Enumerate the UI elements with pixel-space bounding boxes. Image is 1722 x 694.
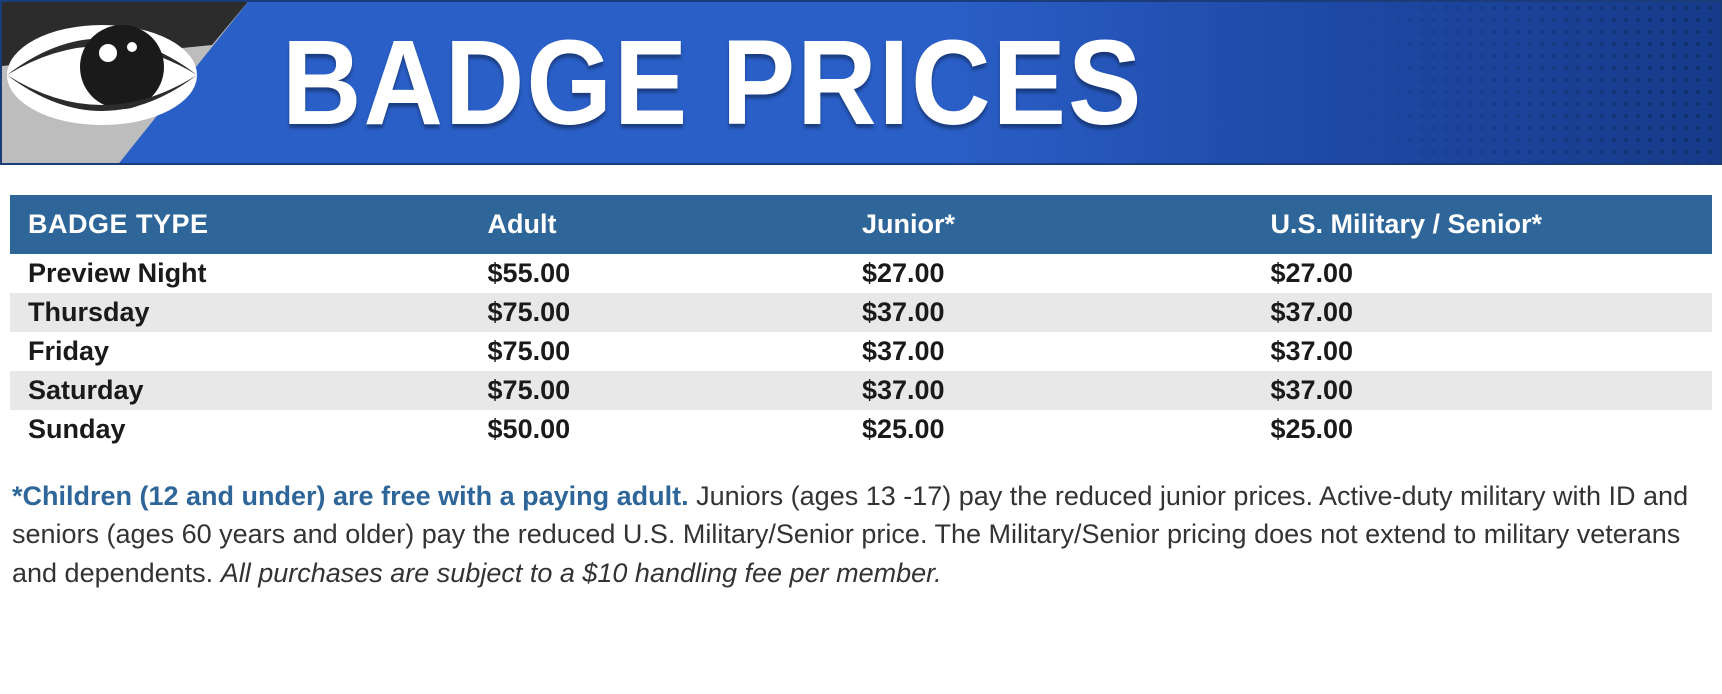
cell-military: $37.00 [1252, 293, 1712, 332]
col-header-junior: Junior* [844, 195, 1252, 254]
cell-adult: $75.00 [470, 293, 844, 332]
cell-adult: $50.00 [470, 410, 844, 449]
cell-badge-type: Preview Night [10, 254, 470, 293]
cell-junior: $27.00 [844, 254, 1252, 293]
table-row: Thursday $75.00 $37.00 $37.00 [10, 293, 1712, 332]
cell-junior: $37.00 [844, 371, 1252, 410]
footnote-lead: *Children (12 and under) are free with a… [12, 481, 689, 511]
content: BADGE TYPE Adult Junior* U.S. Military /… [0, 165, 1722, 602]
price-table: BADGE TYPE Adult Junior* U.S. Military /… [10, 195, 1712, 449]
cell-military: $27.00 [1252, 254, 1712, 293]
cell-adult: $75.00 [470, 371, 844, 410]
cell-military: $37.00 [1252, 371, 1712, 410]
cell-adult: $55.00 [470, 254, 844, 293]
cell-military: $25.00 [1252, 410, 1712, 449]
banner-halftone [1320, 2, 1720, 163]
col-header-adult: Adult [470, 195, 844, 254]
cell-junior: $37.00 [844, 332, 1252, 371]
footnote-italic: All purchases are subject to a $10 handl… [221, 558, 942, 588]
table-row: Friday $75.00 $37.00 $37.00 [10, 332, 1712, 371]
cell-badge-type: Friday [10, 332, 470, 371]
eye-logo-icon [0, 0, 252, 165]
cell-military: $37.00 [1252, 332, 1712, 371]
table-row: Saturday $75.00 $37.00 $37.00 [10, 371, 1712, 410]
col-header-badge-type: BADGE TYPE [10, 195, 470, 254]
table-header-row: BADGE TYPE Adult Junior* U.S. Military /… [10, 195, 1712, 254]
table-row: Sunday $50.00 $25.00 $25.00 [10, 410, 1712, 449]
col-header-military: U.S. Military / Senior* [1252, 195, 1712, 254]
cell-badge-type: Thursday [10, 293, 470, 332]
cell-badge-type: Saturday [10, 371, 470, 410]
banner-title: BADGE PRICES [282, 13, 1143, 153]
cell-junior: $25.00 [844, 410, 1252, 449]
table-row: Preview Night $55.00 $27.00 $27.00 [10, 254, 1712, 293]
cell-junior: $37.00 [844, 293, 1252, 332]
cell-badge-type: Sunday [10, 410, 470, 449]
footnote: *Children (12 and under) are free with a… [10, 477, 1712, 592]
cell-adult: $75.00 [470, 332, 844, 371]
banner: BADGE PRICES [0, 0, 1722, 165]
